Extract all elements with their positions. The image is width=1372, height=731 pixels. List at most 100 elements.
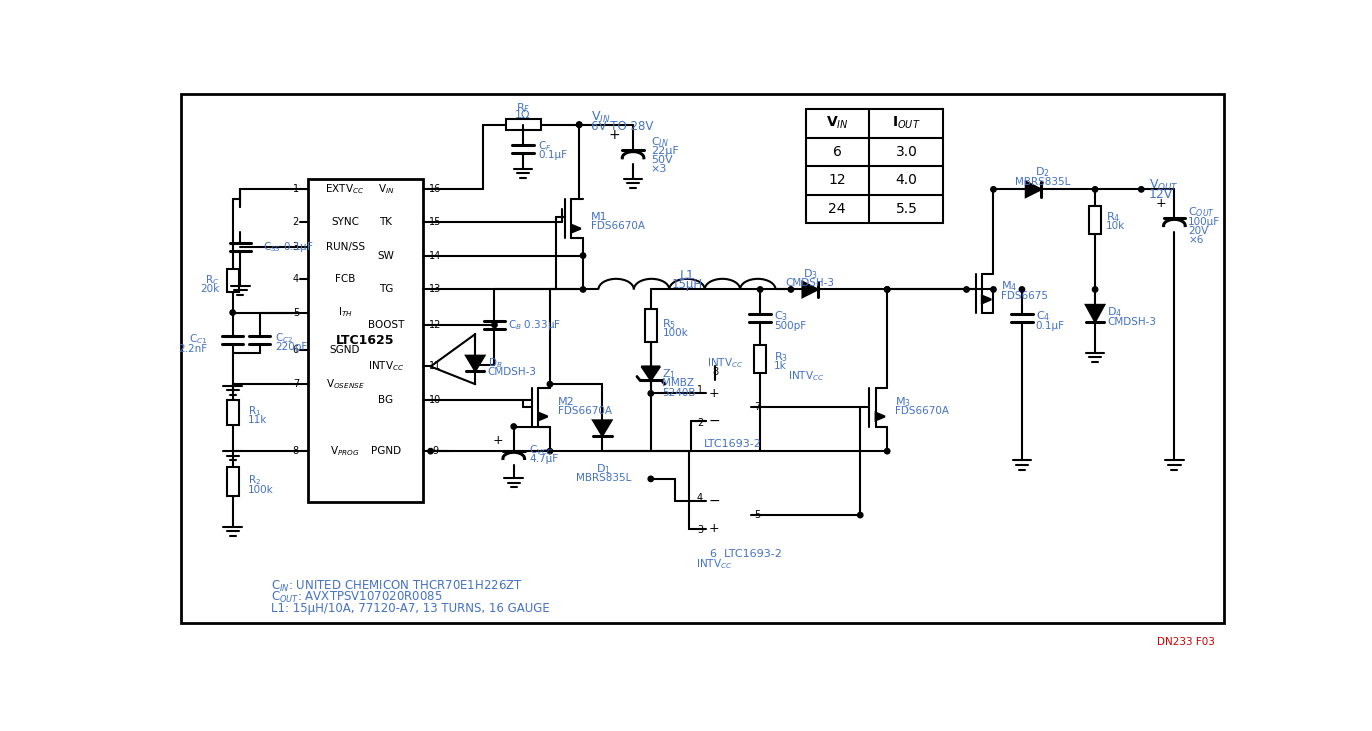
Text: L1: L1 — [679, 269, 694, 282]
Text: I$_{OUT}$: I$_{OUT}$ — [892, 115, 921, 132]
Text: C$_{SS}$ 0.1μF: C$_{SS}$ 0.1μF — [263, 240, 314, 254]
Circle shape — [648, 390, 653, 396]
Text: C$_{OUT}$: C$_{OUT}$ — [1188, 205, 1216, 219]
Text: TG: TG — [379, 284, 394, 295]
Text: V$_{IN}$: V$_{IN}$ — [826, 115, 848, 132]
Text: R$_4$: R$_4$ — [1106, 211, 1121, 224]
Circle shape — [885, 448, 890, 454]
Text: 500pF: 500pF — [774, 321, 807, 330]
Text: C$_{C1}$: C$_{C1}$ — [189, 333, 207, 346]
Text: Z$_1$: Z$_1$ — [663, 367, 676, 381]
Circle shape — [1019, 287, 1025, 292]
Text: +: + — [708, 387, 719, 400]
Text: L1: 15μH/10A, 77120-A7, 13 TURNS, 16 GAUGE: L1: 15μH/10A, 77120-A7, 13 TURNS, 16 GAU… — [272, 602, 550, 615]
Text: D$_2$: D$_2$ — [1036, 165, 1050, 179]
Text: 12V: 12V — [1148, 189, 1173, 201]
Text: D$_4$: D$_4$ — [1107, 306, 1122, 319]
Text: MMBZ: MMBZ — [663, 379, 694, 388]
Text: 15μH: 15μH — [671, 279, 702, 292]
Text: 20V: 20V — [1188, 226, 1209, 236]
Text: 5240B: 5240B — [663, 387, 696, 398]
Polygon shape — [593, 420, 612, 436]
Text: 220pF: 220pF — [274, 342, 307, 352]
Bar — [506, 119, 541, 130]
Text: V$_{IN}$: V$_{IN}$ — [377, 183, 394, 196]
Text: RUN/SS: RUN/SS — [325, 242, 365, 252]
Text: 7: 7 — [292, 379, 299, 389]
Text: 0.1μF: 0.1μF — [538, 151, 568, 161]
Text: CMDSH-3: CMDSH-3 — [1107, 317, 1157, 327]
Text: C$_4$: C$_4$ — [1036, 309, 1050, 323]
Bar — [309, 178, 423, 502]
Text: SW: SW — [377, 251, 394, 260]
Text: I$_{TH}$: I$_{TH}$ — [338, 306, 353, 319]
Polygon shape — [572, 224, 580, 232]
Text: 24: 24 — [829, 202, 847, 216]
Text: 100μF: 100μF — [1188, 216, 1220, 227]
Text: 5: 5 — [292, 308, 299, 317]
Text: 100k: 100k — [248, 485, 274, 495]
Circle shape — [885, 287, 890, 292]
Text: V$_{OUT}$: V$_{OUT}$ — [1148, 178, 1179, 193]
Text: 12: 12 — [829, 173, 847, 187]
Text: ×6: ×6 — [1188, 235, 1203, 245]
Text: FDS6675: FDS6675 — [1002, 291, 1048, 300]
Circle shape — [963, 287, 969, 292]
Text: LTC1693-2: LTC1693-2 — [704, 439, 761, 450]
Text: +: + — [1155, 197, 1166, 210]
Text: DN233 F03: DN233 F03 — [1157, 637, 1214, 647]
Text: 1Ω: 1Ω — [516, 110, 531, 121]
Text: FDS6670A: FDS6670A — [557, 406, 612, 416]
Text: 14: 14 — [429, 251, 442, 260]
Text: 50V: 50V — [650, 155, 672, 165]
Text: 4.0: 4.0 — [896, 173, 918, 187]
Text: 16: 16 — [429, 184, 442, 194]
Text: +: + — [708, 523, 719, 535]
Circle shape — [991, 186, 996, 192]
Circle shape — [576, 122, 582, 127]
Text: PGND: PGND — [370, 446, 401, 456]
Circle shape — [547, 448, 553, 454]
Text: 9: 9 — [432, 446, 438, 456]
Text: R$_5$: R$_5$ — [663, 317, 676, 331]
Text: C$_{OUT}$: AVXTPSV107020R0085: C$_{OUT}$: AVXTPSV107020R0085 — [272, 590, 443, 605]
Text: 6  LTC1693-2: 6 LTC1693-2 — [711, 548, 782, 558]
Circle shape — [789, 287, 793, 292]
Circle shape — [510, 424, 516, 429]
Text: C$_B$ 0.33μF: C$_B$ 0.33μF — [509, 318, 561, 332]
Text: V$_{OSENSE}$: V$_{OSENSE}$ — [325, 377, 365, 391]
Circle shape — [576, 122, 582, 127]
Text: R$_F$: R$_F$ — [516, 101, 530, 115]
Text: 20k: 20k — [200, 284, 220, 295]
Text: R$_2$: R$_2$ — [248, 474, 261, 488]
Circle shape — [885, 287, 890, 292]
Polygon shape — [1026, 182, 1041, 197]
Polygon shape — [1085, 305, 1104, 322]
Text: M$_3$: M$_3$ — [895, 395, 911, 409]
Text: R$_1$: R$_1$ — [248, 404, 262, 418]
Text: 3: 3 — [292, 242, 299, 252]
Text: R$_3$: R$_3$ — [774, 350, 788, 364]
Text: 3: 3 — [697, 526, 702, 536]
Text: 5: 5 — [755, 510, 760, 520]
Text: MBRS835L: MBRS835L — [1015, 177, 1070, 186]
Text: INTV$_{CC}$: INTV$_{CC}$ — [696, 558, 733, 571]
Text: CMDSH-3: CMDSH-3 — [786, 279, 834, 288]
Polygon shape — [538, 413, 547, 420]
Text: −: − — [708, 494, 720, 508]
Text: 1: 1 — [292, 184, 299, 194]
Text: C$_{IN}$: C$_{IN}$ — [650, 135, 668, 148]
Text: V$_{IN}$: V$_{IN}$ — [591, 110, 611, 124]
Text: 8: 8 — [712, 367, 719, 377]
Text: CMDSH-3: CMDSH-3 — [487, 367, 536, 377]
Text: M$_4$: M$_4$ — [1002, 279, 1018, 293]
Bar — [645, 308, 657, 342]
Text: BOOST: BOOST — [368, 320, 405, 330]
Text: FDS6670A: FDS6670A — [895, 406, 949, 416]
Text: 10: 10 — [429, 395, 442, 404]
Polygon shape — [642, 366, 660, 380]
Bar — [807, 109, 944, 223]
Text: 8: 8 — [292, 446, 299, 456]
Polygon shape — [982, 295, 991, 303]
Text: 10k: 10k — [1106, 221, 1125, 231]
